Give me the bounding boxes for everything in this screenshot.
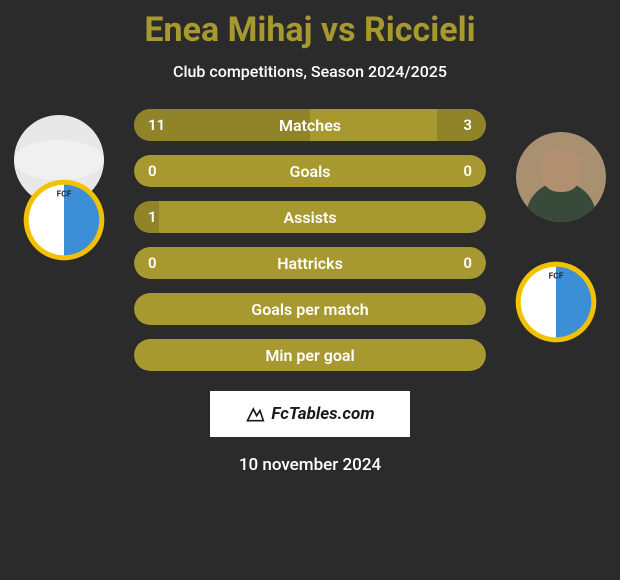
player-left-placeholder-icon (14, 140, 104, 180)
subtitle: Club competitions, Season 2024/2025 (0, 62, 620, 81)
stat-value-right: 3 (463, 109, 472, 141)
stat-value-left: 11 (148, 109, 165, 141)
stat-row: Goals per match (134, 293, 486, 325)
club-right-badge: FCF (514, 260, 598, 344)
stat-row: Min per goal (134, 339, 486, 371)
page-title: Enea Mihaj vs Riccieli (0, 10, 620, 50)
stat-value-left: 1 (148, 201, 157, 233)
svg-text:FCF: FCF (549, 271, 564, 281)
stat-row: Goals0 0 (134, 155, 486, 187)
stat-value-right: 0 (463, 155, 472, 187)
stat-value-right: 0 (463, 247, 472, 279)
stat-label: Hattricks (134, 247, 486, 279)
stat-label: Matches (134, 109, 486, 141)
stat-label: Goals per match (134, 293, 486, 325)
stat-row: Assists1 (134, 201, 486, 233)
stat-row: Matches11 3 (134, 109, 486, 141)
player-right-face-icon (516, 132, 606, 222)
player-right-avatar (516, 132, 606, 222)
brand-badge: FcTables.com (210, 391, 410, 437)
stat-value-left: 0 (148, 155, 157, 187)
svg-text:FCF: FCF (57, 189, 72, 199)
stat-value-left: 0 (148, 247, 157, 279)
club-left-badge: FCF (22, 178, 106, 262)
brand-logo-icon (245, 404, 265, 424)
stat-label: Goals (134, 155, 486, 187)
stat-label: Assists (134, 201, 486, 233)
stats-bars: Matches113Goals00Assists1Hattricks00Goal… (134, 109, 486, 371)
date-text: 10 november 2024 (0, 455, 620, 475)
stat-row: Hattricks0 0 (134, 247, 486, 279)
brand-text: FcTables.com (271, 404, 374, 424)
stat-label: Min per goal (134, 339, 486, 371)
